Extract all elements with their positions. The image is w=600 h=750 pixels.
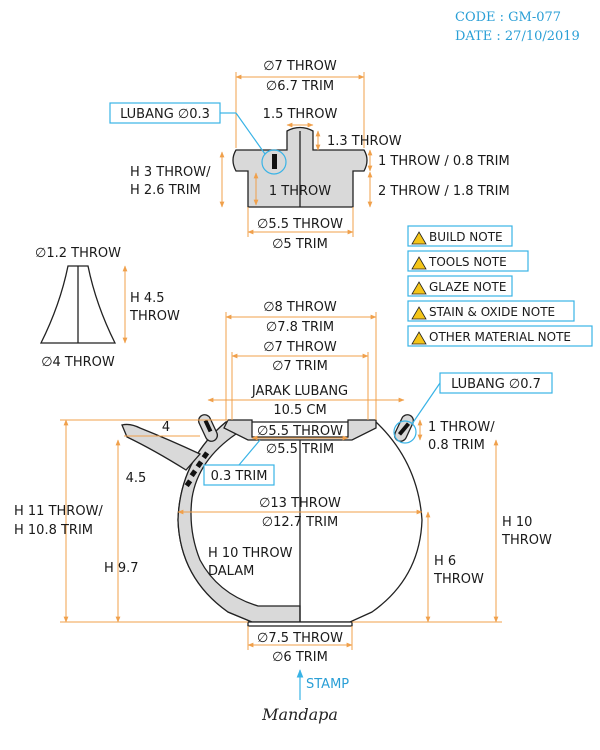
lid-bottom-throw: ∅5.5 THROW: [257, 217, 343, 232]
pot-foot-trim: ∅6 TRIM: [272, 650, 328, 665]
spout-bottom-label: ∅4 THROW: [41, 355, 115, 370]
pot-distance-2: 10.5 CM: [273, 403, 326, 418]
pot-inner-1: H 10 THROW: [208, 546, 293, 561]
pot-height-total-2: H 10.8 TRIM: [14, 523, 93, 538]
note-label: OTHER MATERIAL NOTE: [429, 330, 571, 344]
lid-knob-height: 1.3 THROW: [327, 134, 402, 149]
note-label: GLAZE NOTE: [429, 280, 506, 294]
note-item-glaze[interactable]: GLAZE NOTE: [407, 275, 513, 297]
strainer-leader: [238, 439, 261, 466]
stamp-label: STAMP: [306, 677, 349, 692]
pot-belly-throw: ∅13 THROW: [259, 496, 341, 511]
notes-list: BUILD NOTE TOOLS NOTE GLAZE NOTE STAIN &…: [407, 225, 593, 347]
pot-hole-label: LUBANG ∅0.7: [451, 377, 541, 392]
lid-dia-throw: ∅7 THROW: [263, 59, 337, 74]
code-label: CODE : GM-077: [455, 10, 561, 25]
lid-hole-mark: [272, 154, 277, 169]
pot-opening-trim: ∅5.5 TRIM: [266, 442, 334, 457]
warning-icon: [411, 331, 427, 345]
handle-knob-left: [197, 414, 219, 442]
lid-wall: 2 THROW / 1.8 TRIM: [378, 184, 510, 199]
note-item-other[interactable]: OTHER MATERIAL NOTE: [407, 325, 593, 347]
pot-top-throw: ∅8 THROW: [263, 300, 337, 315]
lid-bottom-trim: ∅5 TRIM: [272, 237, 328, 252]
pot-inner-2: DALAM: [208, 564, 254, 579]
pot-strainer-trim: 0.3 TRIM: [211, 469, 268, 484]
pot-opening-throw: ∅5.5 THROW: [257, 424, 343, 439]
note-label: TOOLS NOTE: [428, 255, 507, 269]
pot-h10-2: THROW: [501, 533, 552, 548]
spout-height-1: H 4.5: [130, 291, 165, 306]
strainer-holes: [184, 451, 210, 488]
pot-gallery-throw: ∅7 THROW: [263, 340, 337, 355]
spout-detail: ∅1.2 THROW H 4.5 THROW ∅4 THROW: [35, 246, 180, 370]
note-label: STAIN & OXIDE NOTE: [429, 305, 555, 319]
pot-spout-4: 4: [162, 420, 170, 435]
lid-height-2: H 2.6 TRIM: [130, 183, 201, 198]
lid-flange: 1 THROW / 0.8 TRIM: [378, 154, 510, 169]
pot-wall-section: [177, 421, 301, 623]
warning-icon: [411, 231, 427, 245]
pot-h97: H 9.7: [104, 561, 139, 576]
pot-belly-trim: ∅12.7 TRIM: [262, 515, 338, 530]
lid-hole-label: LUBANG ∅0.3: [120, 107, 210, 122]
lid-knob-width: 1.5 THROW: [263, 107, 338, 122]
warning-icon: [411, 281, 427, 295]
pot-h6-1: H 6: [434, 554, 456, 569]
pot-foot-throw: ∅7.5 THROW: [257, 631, 343, 646]
lid-dia-trim: ∅6.7 TRIM: [266, 79, 334, 94]
note-item-stain[interactable]: STAIN & OXIDE NOTE: [407, 300, 575, 322]
note-item-tools[interactable]: TOOLS NOTE: [407, 250, 529, 272]
pot-spout-45: 4.5: [126, 471, 147, 486]
lid-drawing: ∅7 THROW ∅6.7 TRIM LUBANG ∅0.3 1.5 THROW…: [109, 59, 510, 252]
mandapa-logo: Mandapa: [261, 705, 338, 724]
pot-drawing: ∅8 THROW ∅7.8 TRIM ∅7 THROW ∅7 TRIM JARA…: [14, 300, 553, 665]
pot-hole-leader: [411, 382, 441, 425]
lid-height-1: H 3 THROW/: [130, 165, 211, 180]
pot-foot: [247, 621, 353, 627]
warning-icon: [411, 256, 427, 270]
pot-rim-1: 1 THROW/: [428, 420, 495, 435]
pot-distance-1: JARAK LUBANG: [251, 384, 348, 399]
spout-height-2: THROW: [129, 309, 180, 324]
spout-top-label: ∅1.2 THROW: [35, 246, 121, 261]
note-item-build[interactable]: BUILD NOTE: [407, 225, 513, 247]
pot-height-total-1: H 11 THROW/: [14, 504, 103, 519]
note-label: BUILD NOTE: [429, 230, 503, 244]
pot-top-trim: ∅7.8 TRIM: [266, 320, 334, 335]
pot-hole-circle: [393, 420, 417, 444]
warning-icon: [411, 306, 427, 320]
pot-h10-1: H 10: [502, 515, 532, 530]
lid-inner: 1 THROW: [269, 184, 331, 199]
pot-rim-2: 0.8 TRIM: [428, 438, 485, 453]
date-label: DATE : 27/10/2019: [455, 29, 580, 44]
lid-hole-leader-2: [235, 112, 266, 155]
pot-h6-2: THROW: [433, 572, 484, 587]
pot-gallery-trim: ∅7 TRIM: [272, 359, 328, 374]
lid-hole-circle: [261, 149, 287, 175]
